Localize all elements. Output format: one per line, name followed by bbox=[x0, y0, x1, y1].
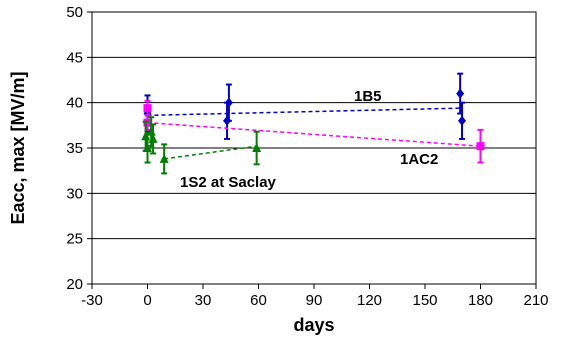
trend-line bbox=[164, 145, 257, 160]
x-tick-label: 0 bbox=[143, 292, 151, 309]
data-point bbox=[143, 143, 152, 152]
data-point bbox=[458, 115, 466, 126]
data-point bbox=[143, 104, 152, 113]
series-1s2-at-saclay bbox=[141, 116, 262, 175]
x-tick-label: 120 bbox=[357, 292, 382, 309]
trend-line bbox=[147, 107, 463, 117]
series-label-1s2: 1S2 at Saclay bbox=[180, 174, 277, 191]
x-tick-label: 150 bbox=[412, 292, 437, 309]
x-tick-label: 30 bbox=[195, 292, 212, 309]
series-label-1ac2: 1AC2 bbox=[400, 151, 438, 168]
y-tick-label: 40 bbox=[66, 95, 83, 112]
x-tick-label: 90 bbox=[306, 292, 323, 309]
y-tick-label: 25 bbox=[66, 231, 83, 248]
gridlines bbox=[92, 56, 536, 240]
y-tick-label: 20 bbox=[66, 276, 83, 293]
x-axis-ticks: -30 0 30 60 90 120 150 180 210 bbox=[81, 284, 549, 309]
data-point bbox=[159, 153, 169, 163]
y-tick-label: 45 bbox=[66, 49, 83, 66]
x-tick-label: 210 bbox=[523, 292, 548, 309]
data-point bbox=[476, 142, 485, 151]
y-axis-title: Eacc, max [MV/m] bbox=[8, 71, 28, 224]
x-tick-label: 60 bbox=[250, 292, 267, 309]
data-point bbox=[224, 97, 233, 108]
data-point bbox=[148, 133, 158, 143]
y-tick-label: 35 bbox=[66, 140, 83, 157]
series-label-1b5: 1B5 bbox=[354, 88, 382, 105]
x-tick-label: -30 bbox=[81, 292, 103, 309]
data-point bbox=[456, 88, 465, 99]
x-tick-label: 180 bbox=[468, 292, 493, 309]
y-axis-ticks: 20 25 30 35 40 45 50 bbox=[66, 4, 92, 293]
x-axis-title: days bbox=[293, 315, 334, 335]
y-tick-label: 50 bbox=[66, 4, 83, 21]
data-point bbox=[252, 143, 262, 152]
series-layer bbox=[141, 72, 485, 175]
y-tick-label: 30 bbox=[66, 185, 83, 202]
